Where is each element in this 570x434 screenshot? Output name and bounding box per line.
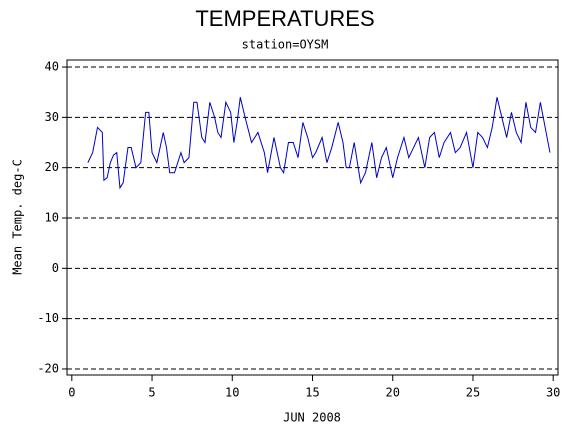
- y-tick-label: 40: [45, 60, 59, 74]
- y-axis-label: Mean Temp. deg-C: [11, 159, 25, 275]
- chart-title: TEMPERATURES: [195, 6, 374, 31]
- y-tick-label: -20: [37, 361, 59, 375]
- y-tick-label: 30: [45, 110, 59, 124]
- y-tick-label: 0: [52, 261, 59, 275]
- x-axis-label: JUN 2008: [283, 411, 341, 425]
- x-tick-label: 30: [546, 386, 560, 400]
- x-tick-label: 20: [386, 386, 400, 400]
- y-tick-label: 10: [45, 211, 59, 225]
- chart-subtitle: station=OYSM: [242, 38, 329, 52]
- x-tick-label: 10: [225, 386, 239, 400]
- y-tick-label: 20: [45, 160, 59, 174]
- plot-frame: [66, 59, 559, 376]
- x-tick-label: 15: [305, 386, 319, 400]
- data-line: [87, 97, 551, 190]
- x-tick-label: 25: [466, 386, 480, 400]
- x-tick-label: 0: [68, 386, 75, 400]
- x-tick-label: 5: [148, 386, 155, 400]
- y-tick-label: -10: [37, 311, 59, 325]
